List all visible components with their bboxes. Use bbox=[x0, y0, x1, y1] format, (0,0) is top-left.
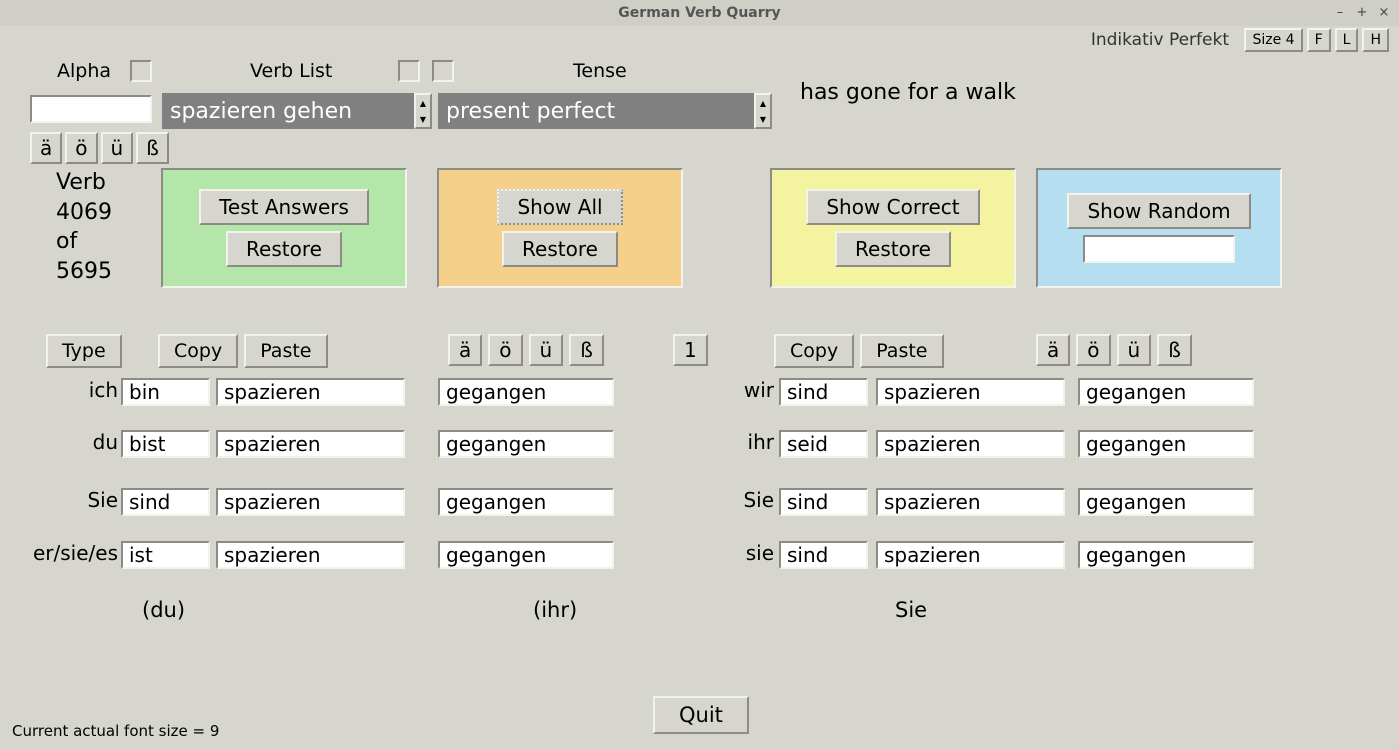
form-du: (du) bbox=[142, 598, 185, 622]
l-button[interactable]: L bbox=[1335, 28, 1359, 52]
pronoun-left-2: du bbox=[0, 430, 118, 454]
aux-left-4[interactable]: ist bbox=[121, 541, 210, 569]
umlaut-a-button-2[interactable]: ä bbox=[448, 334, 482, 366]
show-random-panel: Show Random bbox=[1036, 168, 1282, 288]
mid-right-1[interactable]: spazieren bbox=[876, 378, 1065, 406]
verb-count-of: of bbox=[56, 227, 112, 257]
part-left-3[interactable]: gegangen bbox=[438, 488, 614, 516]
tense-label: Tense bbox=[573, 60, 627, 82]
umlaut-o-button[interactable]: ö bbox=[65, 132, 97, 164]
alpha-input[interactable] bbox=[30, 95, 152, 123]
aux-left-3[interactable]: sind bbox=[121, 488, 210, 516]
mid-right-4[interactable]: spazieren bbox=[876, 541, 1065, 569]
umlaut-o-button-2[interactable]: ö bbox=[488, 334, 522, 366]
umlaut-o-button-3[interactable]: ö bbox=[1076, 334, 1110, 366]
verb-count: Verb 4069 of 5695 bbox=[56, 168, 112, 287]
umlaut-u-button[interactable]: ü bbox=[101, 132, 134, 164]
size-button[interactable]: Size 4 bbox=[1244, 28, 1302, 52]
part-right-4[interactable]: gegangen bbox=[1078, 541, 1254, 569]
part-left-2[interactable]: gegangen bbox=[438, 430, 614, 458]
window-title: German Verb Quarry bbox=[618, 5, 780, 21]
test-answers-button[interactable]: Test Answers bbox=[199, 189, 369, 225]
verb-combo-up-icon[interactable]: ▲ bbox=[416, 95, 430, 111]
mid-left-3[interactable]: spazieren bbox=[216, 488, 405, 516]
part-left-1[interactable]: gegangen bbox=[438, 378, 614, 406]
form-sie: Sie bbox=[895, 598, 927, 622]
pronoun-left-3: Sie bbox=[0, 488, 118, 512]
window-titlebar: German Verb Quarry – + × bbox=[0, 0, 1399, 26]
verb-combo-down-icon[interactable]: ▼ bbox=[416, 111, 430, 127]
part-left-4[interactable]: gegangen bbox=[438, 541, 614, 569]
pronoun-right-2: ihr bbox=[640, 430, 774, 454]
form-ihr: (ihr) bbox=[533, 598, 577, 622]
show-correct-button[interactable]: Show Correct bbox=[806, 189, 979, 225]
umlaut-u-button-2[interactable]: ü bbox=[529, 334, 564, 366]
umlaut-ss-button-3[interactable]: ß bbox=[1157, 334, 1192, 366]
verb-combo[interactable]: spazieren gehen ▲ ▼ bbox=[162, 93, 432, 129]
restore-button-1[interactable]: Restore bbox=[226, 231, 342, 267]
verb-count-current: 4069 bbox=[56, 198, 112, 228]
translation-text: has gone for a walk bbox=[800, 80, 1016, 105]
pronoun-right-1: wir bbox=[640, 378, 774, 402]
show-all-panel: Show All Restore bbox=[437, 168, 683, 288]
minimize-icon[interactable]: – bbox=[1331, 3, 1349, 21]
aux-left-1[interactable]: bin bbox=[121, 378, 210, 406]
umlaut-ss-button[interactable]: ß bbox=[136, 132, 169, 164]
pronoun-right-4: sie bbox=[640, 541, 774, 565]
umlaut-ss-button-2[interactable]: ß bbox=[569, 334, 604, 366]
random-input[interactable] bbox=[1083, 235, 1235, 263]
show-random-button[interactable]: Show Random bbox=[1067, 193, 1250, 229]
umlaut-a-button-3[interactable]: ä bbox=[1036, 334, 1070, 366]
part-right-2[interactable]: gegangen bbox=[1078, 430, 1254, 458]
copy-button-right[interactable]: Copy bbox=[774, 334, 854, 368]
part-right-3[interactable]: gegangen bbox=[1078, 488, 1254, 516]
show-all-button[interactable]: Show All bbox=[497, 189, 622, 225]
quit-button[interactable]: Quit bbox=[653, 696, 749, 734]
mid-left-4[interactable]: spazieren bbox=[216, 541, 405, 569]
mid-right-2[interactable]: spazieren bbox=[876, 430, 1065, 458]
aux-right-3[interactable]: sind bbox=[779, 488, 868, 516]
footer-text: Current actual font size = 9 bbox=[12, 722, 219, 740]
verb-list-label: Verb List bbox=[250, 60, 332, 82]
verb-combo-value[interactable]: spazieren gehen bbox=[162, 93, 414, 129]
test-panel: Test Answers Restore bbox=[161, 168, 407, 288]
paste-button-right[interactable]: Paste bbox=[860, 334, 943, 368]
verb-count-word: Verb bbox=[56, 168, 112, 198]
tense-combo-up-icon[interactable]: ▲ bbox=[756, 95, 770, 111]
show-correct-panel: Show Correct Restore bbox=[770, 168, 1016, 288]
tense-combo-down-icon[interactable]: ▼ bbox=[756, 111, 770, 127]
verb-count-total: 5695 bbox=[56, 257, 112, 287]
alpha-checkbox[interactable] bbox=[130, 60, 152, 82]
close-icon[interactable]: × bbox=[1375, 3, 1393, 21]
h-button[interactable]: H bbox=[1362, 28, 1389, 52]
aux-left-2[interactable]: bist bbox=[121, 430, 210, 458]
f-button[interactable]: F bbox=[1307, 28, 1331, 52]
pronoun-left-1: ich bbox=[0, 378, 118, 402]
part-right-1[interactable]: gegangen bbox=[1078, 378, 1254, 406]
aux-right-2[interactable]: seid bbox=[779, 430, 868, 458]
tense-combo-value[interactable]: present perfect bbox=[438, 93, 754, 129]
verb-checkbox-1[interactable] bbox=[398, 60, 420, 82]
mid-left-2[interactable]: spazieren bbox=[216, 430, 405, 458]
aux-right-4[interactable]: sind bbox=[779, 541, 868, 569]
pronoun-left-4: er/sie/es bbox=[0, 541, 118, 565]
type-button[interactable]: Type bbox=[46, 334, 122, 368]
pronoun-right-3: Sie bbox=[640, 488, 774, 512]
tense-combo[interactable]: present perfect ▲ ▼ bbox=[438, 93, 772, 129]
mid-right-3[interactable]: spazieren bbox=[876, 488, 1065, 516]
tense-name-label: Indikativ Perfekt bbox=[1091, 30, 1229, 50]
verb-checkbox-2[interactable] bbox=[432, 60, 454, 82]
one-button[interactable]: 1 bbox=[673, 334, 708, 366]
restore-button-2[interactable]: Restore bbox=[502, 231, 618, 267]
alpha-label: Alpha bbox=[57, 60, 111, 82]
aux-right-1[interactable]: sind bbox=[779, 378, 868, 406]
restore-button-3[interactable]: Restore bbox=[835, 231, 951, 267]
paste-button-left[interactable]: Paste bbox=[244, 334, 327, 368]
copy-button-left[interactable]: Copy bbox=[158, 334, 238, 368]
maximize-icon[interactable]: + bbox=[1353, 3, 1371, 21]
mid-left-1[interactable]: spazieren bbox=[216, 378, 405, 406]
umlaut-u-button-3[interactable]: ü bbox=[1117, 334, 1152, 366]
umlaut-a-button[interactable]: ä bbox=[30, 132, 62, 164]
